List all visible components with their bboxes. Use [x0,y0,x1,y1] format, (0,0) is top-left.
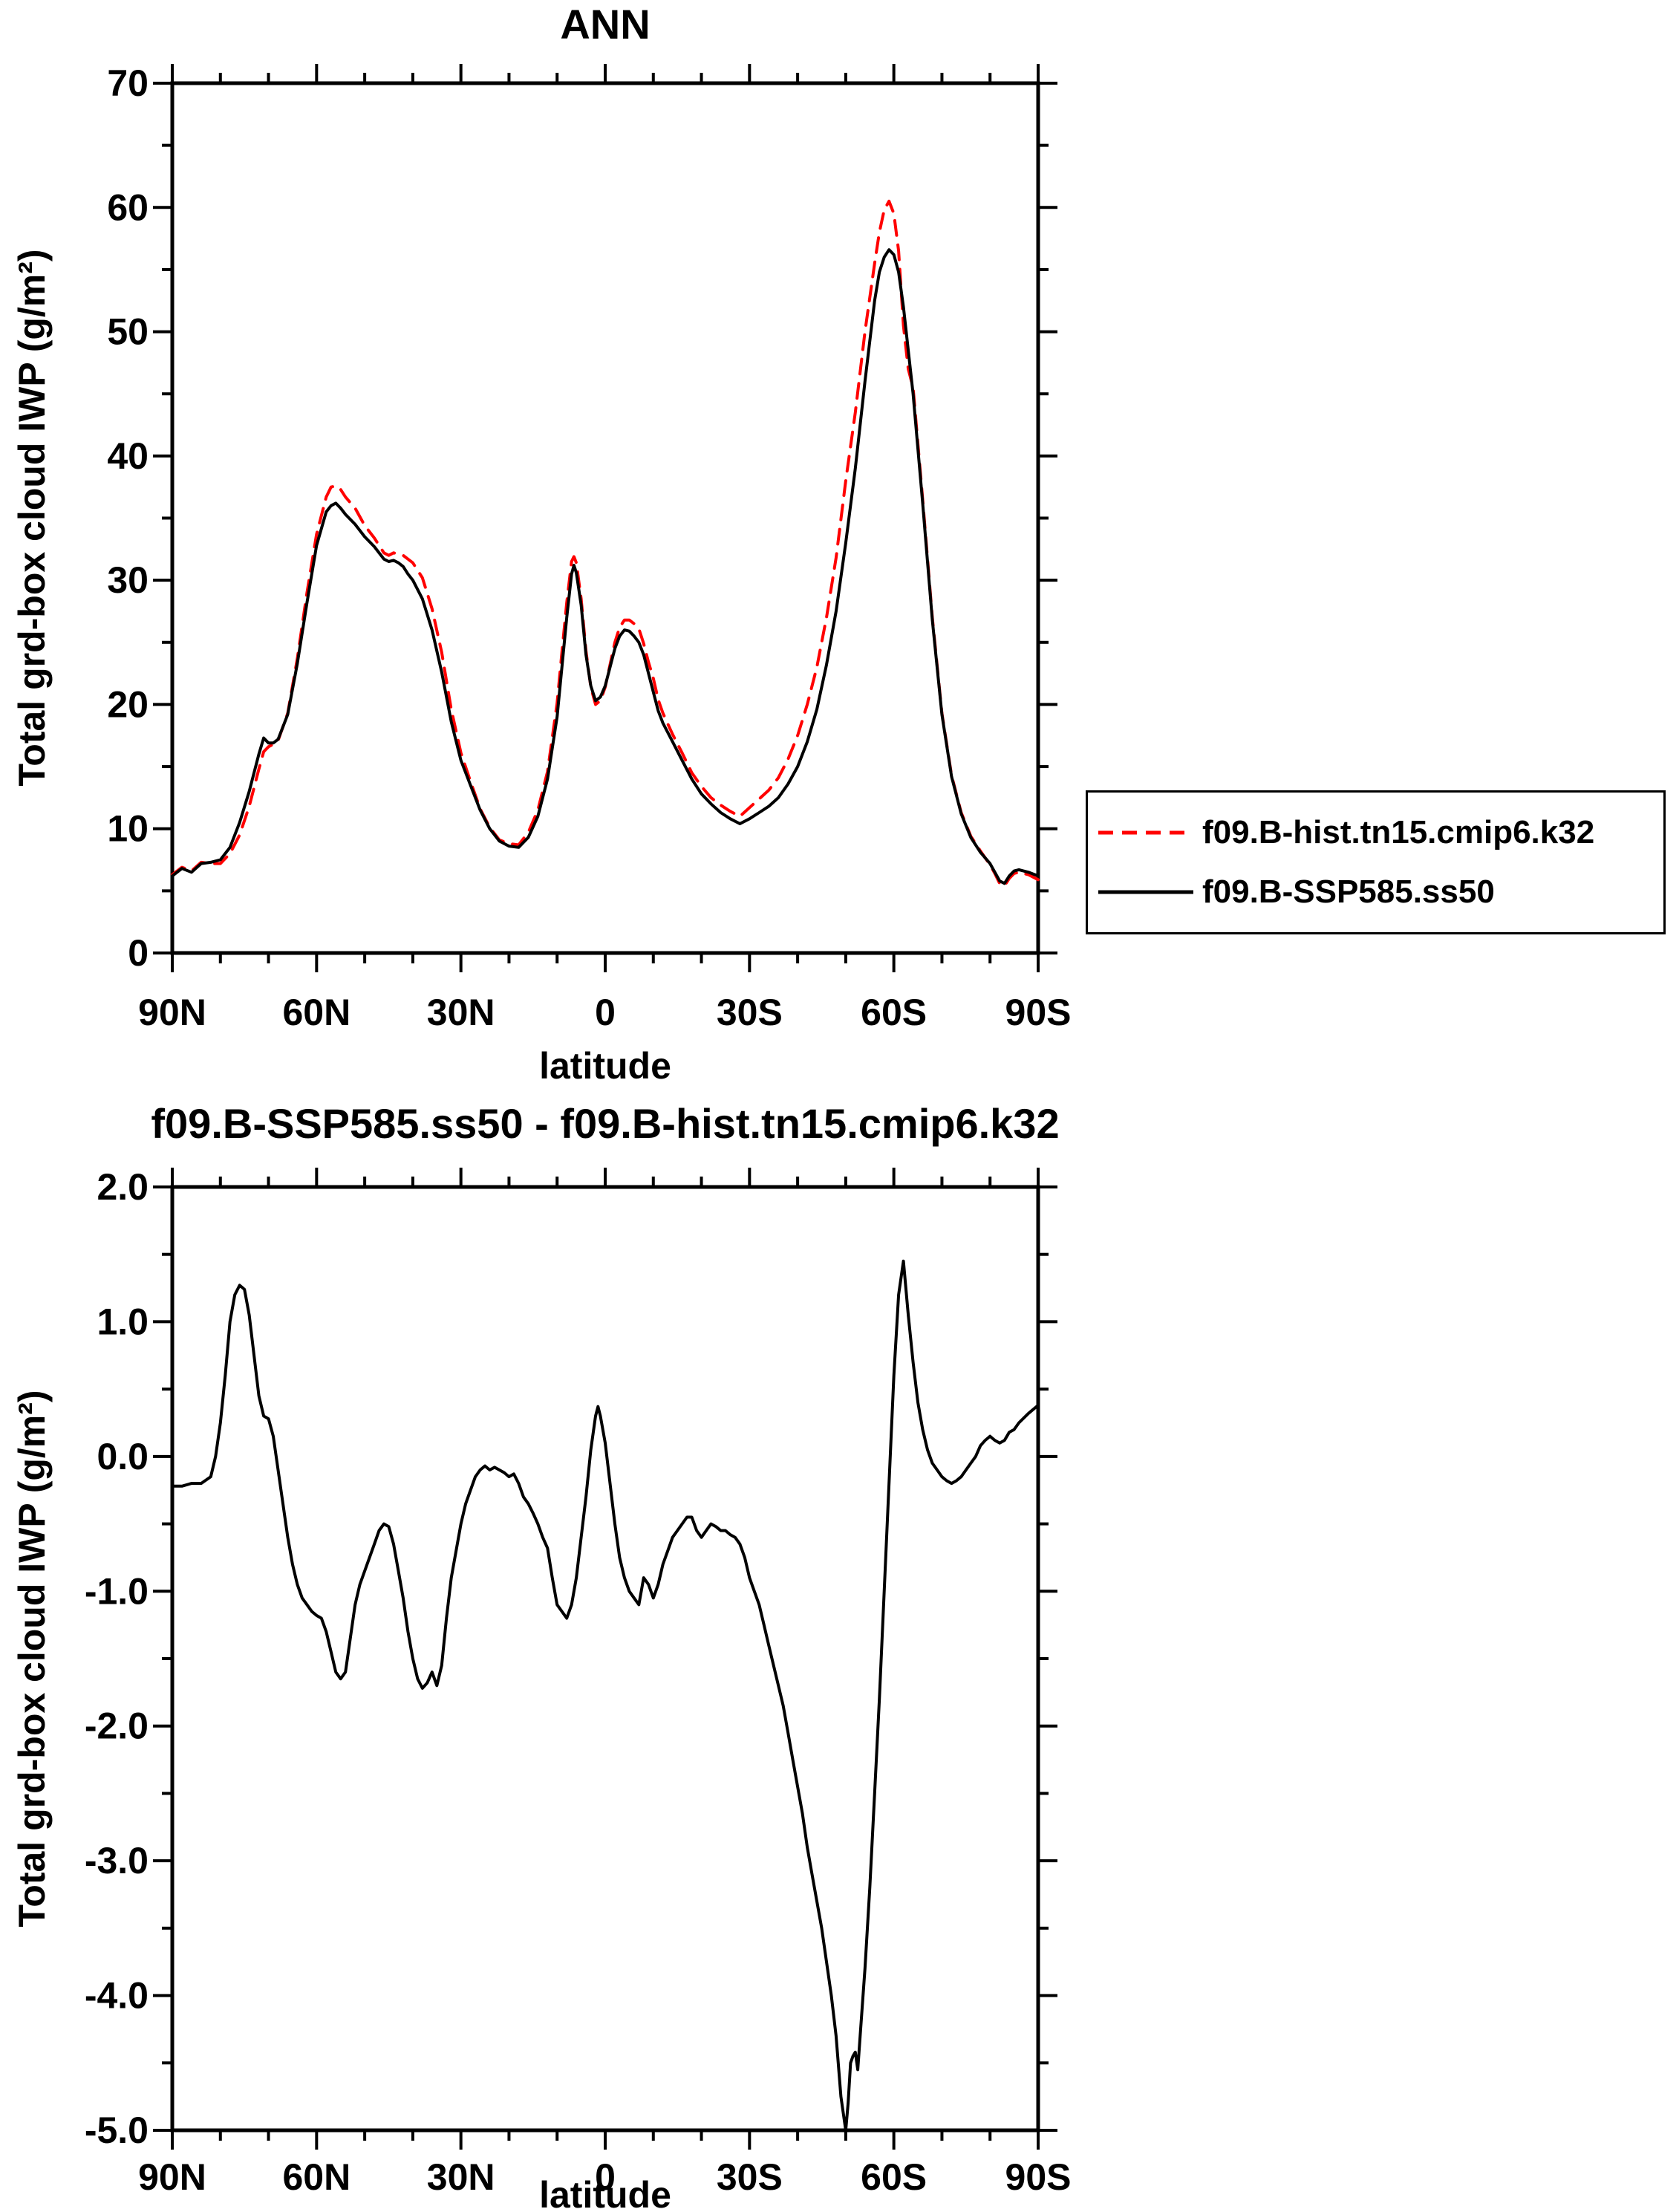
x-tick-label: 30S [717,2156,783,2198]
y-tick-label: -1.0 [85,1570,149,1612]
y-tick-label: 0.0 [97,1436,149,1477]
chart-title: f09.B-SSP585.ss50 - f09.B-hist.tn15.cmip… [151,1100,1059,1147]
legend-label-ssp585: f09.B-SSP585.ss50 [1202,873,1495,910]
x-axis-label: latitude [539,1045,671,1087]
chart-title: ANN [560,1,650,48]
y-tick-label: 0 [128,932,149,974]
y-tick-label: 20 [107,683,149,725]
x-tick-label: 0 [595,992,616,1033]
y-tick-label: -2.0 [85,1705,149,1747]
axes-frame [170,81,1040,955]
y-axis-label: Total grd-box cloud IWP (g/m²) [11,249,53,786]
series-line-0 [171,1259,1040,2132]
y-tick-label: 50 [107,311,149,353]
y-tick-label: 60 [107,186,149,228]
y-tick-label: 30 [107,559,149,601]
x-tick-label: 30S [717,992,783,1033]
x-tick-label: 90N [138,2156,206,2198]
chart-bottom-difference: 90N 60N 30N 0 30S 60S 90S 2.0 1.0 0.0 -1.0 -2.0 -3.0… [11,1100,1072,2212]
y-tick-label: 10 [107,808,149,850]
x-tick-label: 30N [427,2156,495,2198]
x-tick-label: 90N [138,992,206,1033]
y-tick-label: 70 [107,62,149,104]
y-tick-label: -3.0 [85,1840,149,1881]
y-tick-label: 2.0 [97,1166,149,1208]
x-tick-label: 90S [1005,992,1072,1033]
legend: f09.B-hist.tn15.cmip6.k32 f09.B-SSP585.s… [1086,790,1666,934]
x-tick-label: 90S [1005,2156,1072,2198]
y-tick-label: 1.0 [97,1301,149,1342]
legend-solid-line-icon [1098,890,1193,894]
legend-entry-hist: f09.B-hist.tn15.cmip6.k32 [1088,814,1663,851]
x-tick-label: 30N [427,992,495,1033]
series-line-0 [171,199,1040,888]
legend-entry-ssp585: f09.B-SSP585.ss50 [1088,874,1663,911]
x-tick-label: 60N [282,992,351,1033]
series-line-1 [171,248,1040,885]
y-tick-label: -4.0 [85,1975,149,2017]
y-tick-label: 40 [107,435,149,477]
x-tick-label: 0 [595,2156,616,2198]
legend-dashed-line-icon [1098,830,1193,835]
x-tick-label: 60N [282,2156,351,2198]
x-axis-label: latitude [539,2174,671,2212]
chart-top-ann: 90N 60N 30N 0 30S 60S 90S 0 10 20 30 40 50 60 70 ANN lat… [11,1,1072,1087]
legend-label-hist: f09.B-hist.tn15.cmip6.k32 [1202,814,1595,851]
y-tick-label: -5.0 [85,2109,149,2151]
y-axis-label: Total grd-box cloud IWP (g/m²) [11,1390,53,1927]
x-tick-label: 60S [861,2156,927,2198]
x-tick-label: 60S [861,992,927,1033]
